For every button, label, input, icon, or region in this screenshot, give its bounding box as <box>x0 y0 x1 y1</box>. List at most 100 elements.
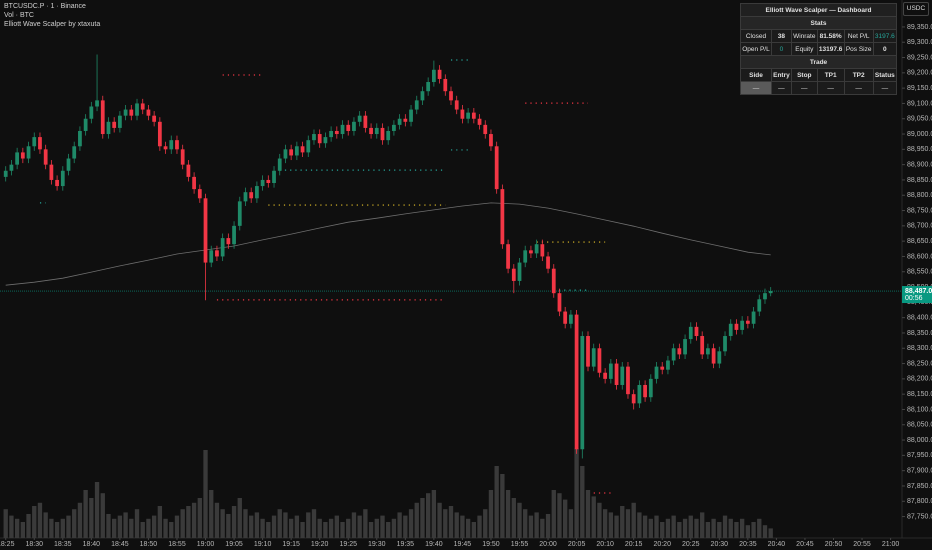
candle-body <box>289 149 294 156</box>
candle-body <box>723 336 727 352</box>
x-tick-label: 20:40 <box>768 541 786 548</box>
moving-average <box>5 202 771 286</box>
candle-body <box>72 146 77 159</box>
candle-body <box>340 124 345 135</box>
volume-bar <box>648 518 653 538</box>
candle-body <box>660 366 665 370</box>
candle-body <box>471 112 476 119</box>
candle-body <box>477 118 482 125</box>
trade-column: TP1 <box>816 68 845 82</box>
candle-body <box>745 320 750 324</box>
x-tick-label: 18:55 <box>168 541 186 548</box>
candle-body <box>449 91 453 101</box>
volume-bar <box>717 522 722 538</box>
x-tick-label: 20:00 <box>539 541 557 548</box>
y-tick-label: 88,300.0 <box>907 345 932 352</box>
volume-bar <box>511 498 516 538</box>
volume-bar <box>186 506 191 538</box>
volume-bar <box>83 490 88 538</box>
candle-body <box>135 103 139 116</box>
x-tick-label: 18:50 <box>140 541 158 548</box>
volume-bar <box>654 515 659 538</box>
candle-body <box>706 348 710 355</box>
candle-body <box>506 244 510 269</box>
volume-bar <box>346 518 351 538</box>
candle-body <box>38 137 42 150</box>
y-tick-label: 87,750.0 <box>907 513 932 520</box>
candle-body <box>671 348 676 361</box>
volume-bar <box>323 522 328 538</box>
candle-body <box>215 250 219 257</box>
candle-body <box>186 164 191 177</box>
volume-bar <box>403 515 408 538</box>
candle-body <box>78 130 82 147</box>
candle-body <box>540 244 545 257</box>
volume-bar <box>585 490 591 538</box>
candle-body <box>175 140 179 150</box>
volume-bar <box>123 512 128 538</box>
volume-bar <box>677 522 682 538</box>
x-tick-label: 20:45 <box>796 541 814 548</box>
volume-bar <box>306 512 311 538</box>
symbol: BTCUSDC.P · 1 · Binance <box>4 3 86 10</box>
candle-body <box>260 179 265 187</box>
volume-bar <box>334 515 339 538</box>
candle-body <box>163 146 168 150</box>
volume-bar <box>557 493 562 538</box>
candle-body <box>620 366 625 385</box>
trade-cell: — <box>740 81 772 95</box>
candle-body <box>654 366 659 379</box>
candle-body <box>317 134 322 144</box>
volume-bar <box>722 515 728 538</box>
candle-body <box>529 250 533 254</box>
candle-body <box>49 164 54 180</box>
candle-body <box>123 109 128 116</box>
candle-body <box>563 311 568 324</box>
trade-column: Side <box>740 68 772 82</box>
stat-value: 81.58% <box>816 29 845 43</box>
volume-bar <box>637 512 642 538</box>
candle-body <box>751 311 756 324</box>
volume-bar <box>540 518 545 538</box>
volume-bar <box>608 512 614 538</box>
volume-bar <box>271 515 277 538</box>
volume-bar <box>425 493 431 538</box>
x-tick-label: 20:15 <box>625 541 643 548</box>
candle-body <box>403 118 408 122</box>
trade-column: Status <box>872 68 898 82</box>
candle-body <box>192 176 196 190</box>
volume-bar <box>408 509 414 538</box>
volume-bar <box>226 514 231 538</box>
candle-body <box>386 130 391 141</box>
candle-body <box>648 378 653 398</box>
volume-bar <box>191 502 197 538</box>
stat-label: Equity <box>790 42 818 56</box>
candle-body <box>89 106 94 119</box>
y-tick-label: 88,950.0 <box>907 146 932 153</box>
candle-body <box>323 137 328 144</box>
y-tick-label: 88,050.0 <box>907 422 932 429</box>
currency-button[interactable]: USDC <box>903 2 929 16</box>
x-tick-label: 19:40 <box>425 541 443 548</box>
volume-bar <box>551 490 556 538</box>
x-tick-label: 20:50 <box>825 541 843 548</box>
candle-body <box>112 121 117 128</box>
volume-bar <box>37 502 43 538</box>
y-tick-label: 88,100.0 <box>907 406 932 413</box>
volume-label: Vol · BTC <box>4 12 34 19</box>
volume-bar <box>768 528 773 538</box>
volume-bar <box>294 515 300 538</box>
stat-value: 0 <box>770 42 792 56</box>
x-tick-label: 19:30 <box>368 541 386 548</box>
dashboard: Elliott Wave Scalper — Dashboard Stats C… <box>740 3 898 95</box>
candle-body <box>357 115 362 122</box>
y-tick-label: 88,650.0 <box>907 238 932 245</box>
volume-bar <box>72 509 77 538</box>
volume-bar <box>283 512 288 538</box>
candle-body <box>631 394 636 404</box>
x-tick-label: 19:45 <box>454 541 472 548</box>
x-tick-label: 20:35 <box>739 541 757 548</box>
x-tick-label: 19:25 <box>339 541 357 548</box>
volume-bar <box>157 506 163 538</box>
candle-body <box>272 170 276 184</box>
